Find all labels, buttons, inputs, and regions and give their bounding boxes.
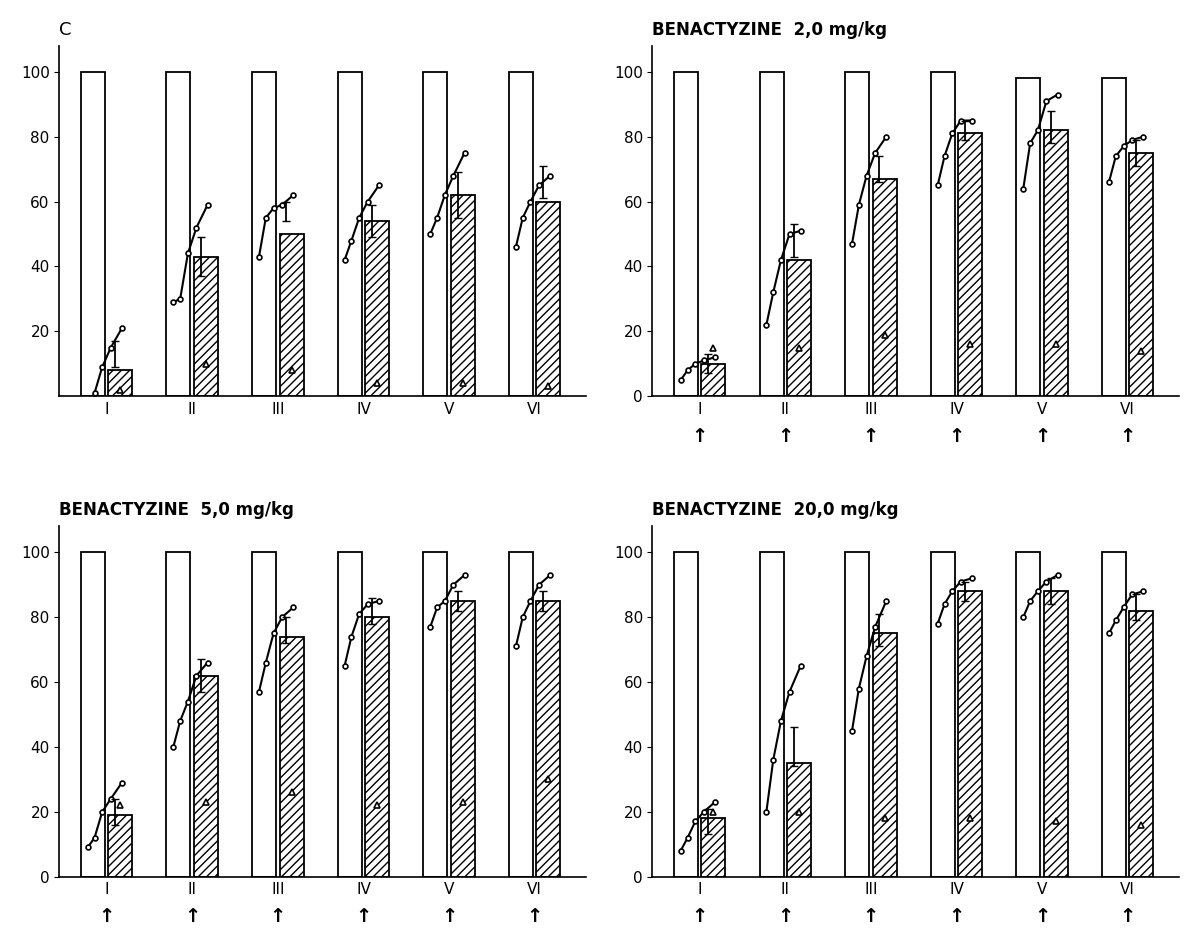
Bar [337, 72, 361, 396]
Bar [80, 552, 104, 877]
Bar [424, 552, 448, 877]
Bar [1016, 79, 1040, 396]
Text: ↑: ↑ [691, 907, 708, 926]
Bar [252, 72, 276, 396]
Bar [845, 72, 869, 396]
Bar [787, 260, 811, 396]
Bar [1016, 552, 1040, 877]
Text: BENACTYZINE  20,0 mg/kg: BENACTYZINE 20,0 mg/kg [653, 501, 899, 519]
Text: ↑: ↑ [440, 907, 457, 926]
Text: ↑: ↑ [691, 427, 708, 446]
Bar [365, 617, 389, 877]
Bar [1102, 79, 1126, 396]
Text: ↑: ↑ [778, 427, 793, 446]
Bar [451, 195, 475, 396]
Bar [931, 72, 955, 396]
Text: BENACTYZINE  2,0 mg/kg: BENACTYZINE 2,0 mg/kg [653, 21, 888, 39]
Bar [845, 552, 869, 877]
Bar [959, 591, 982, 877]
Bar [760, 552, 784, 877]
Text: ↑: ↑ [355, 907, 372, 926]
Bar [252, 552, 276, 877]
Bar [509, 72, 533, 396]
Text: ↑: ↑ [270, 907, 286, 926]
Text: ↑: ↑ [527, 907, 542, 926]
Bar [701, 364, 725, 396]
Bar [108, 370, 132, 396]
Text: ↑: ↑ [184, 907, 200, 926]
Bar [365, 221, 389, 396]
Text: ↑: ↑ [98, 907, 115, 926]
Bar [1044, 131, 1068, 396]
Bar [451, 601, 475, 877]
Text: C: C [60, 21, 72, 39]
Text: ↑: ↑ [1034, 907, 1050, 926]
Text: ↑: ↑ [863, 427, 880, 446]
Bar [701, 818, 725, 877]
Text: ↑: ↑ [863, 907, 880, 926]
Text: ↑: ↑ [1034, 427, 1050, 446]
Bar [280, 636, 304, 877]
Text: ↑: ↑ [948, 427, 965, 446]
Text: ↑: ↑ [948, 907, 965, 926]
Bar [959, 134, 982, 396]
Bar [194, 675, 218, 877]
Text: ↑: ↑ [1120, 907, 1136, 926]
Text: BENACTYZINE  5,0 mg/kg: BENACTYZINE 5,0 mg/kg [60, 501, 294, 519]
Bar [872, 634, 896, 877]
Bar [760, 72, 784, 396]
Text: ↑: ↑ [1120, 427, 1136, 446]
Bar [674, 72, 698, 396]
Bar [280, 234, 304, 396]
Bar [194, 257, 218, 396]
Bar [1102, 552, 1126, 877]
Bar [1129, 153, 1153, 396]
Bar [108, 815, 132, 877]
Bar [536, 202, 560, 396]
Bar [1044, 591, 1068, 877]
Bar [167, 72, 191, 396]
Bar [167, 552, 191, 877]
Bar [931, 552, 955, 877]
Bar [536, 601, 560, 877]
Bar [872, 179, 896, 396]
Bar [1129, 611, 1153, 877]
Bar [787, 763, 811, 877]
Text: ↑: ↑ [778, 907, 793, 926]
Bar [337, 552, 361, 877]
Bar [509, 552, 533, 877]
Bar [424, 72, 448, 396]
Bar [80, 72, 104, 396]
Bar [674, 552, 698, 877]
